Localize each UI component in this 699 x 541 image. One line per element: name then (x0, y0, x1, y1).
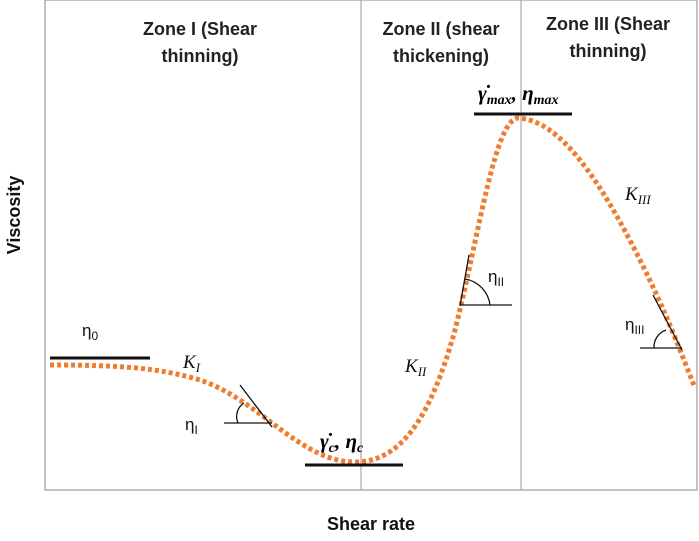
label-part: K (624, 184, 639, 205)
label-part: III (637, 192, 652, 207)
label-part: K (404, 356, 419, 377)
label-part: η (488, 267, 497, 286)
label-part: c (357, 441, 364, 456)
label-part: max (487, 93, 512, 108)
annotation: KI (182, 352, 201, 375)
label-part: η (185, 415, 194, 434)
annotation: η0 (82, 321, 98, 343)
annotation: ηII (488, 267, 504, 289)
label-part: , (334, 429, 346, 453)
annotation: KII (404, 356, 427, 379)
plot-frame (44, 0, 698, 491)
annotation: γ̇max, ηmax (478, 81, 559, 108)
annotation: γ̇c, ηc (320, 429, 364, 456)
zone-title: Zone II (shear (382, 19, 499, 39)
zone-title: thickening) (393, 46, 489, 66)
reference-bars (50, 112, 572, 467)
annotation: KIII (624, 184, 651, 207)
y-axis-label: Viscosity (4, 176, 24, 255)
zone-title: Zone III (Shear (546, 14, 670, 34)
label-part: η (625, 315, 634, 334)
label-part: c (329, 441, 336, 456)
label-part: , (511, 81, 523, 105)
label-part: max (534, 93, 559, 108)
viscosity-curve (49, 115, 698, 465)
label-part: η (345, 429, 357, 453)
label-part: η (522, 81, 534, 105)
annotation: ηI (185, 415, 198, 437)
zone-title: Zone I (Shear (143, 19, 257, 39)
label-part: I (194, 423, 197, 437)
label-part: 0 (91, 329, 98, 343)
label-part: III (634, 323, 644, 337)
zone-title: thinning) (162, 46, 239, 66)
label-part: η (82, 321, 91, 340)
slope-markers (224, 254, 683, 428)
x-axis-label: Shear rate (327, 514, 415, 534)
annotation: ηIII (625, 315, 644, 337)
label-part: II (497, 275, 504, 289)
label-part: K (182, 352, 197, 373)
label-part: I (195, 360, 201, 375)
zone-title: thinning) (570, 41, 647, 61)
label-part: II (417, 364, 427, 379)
